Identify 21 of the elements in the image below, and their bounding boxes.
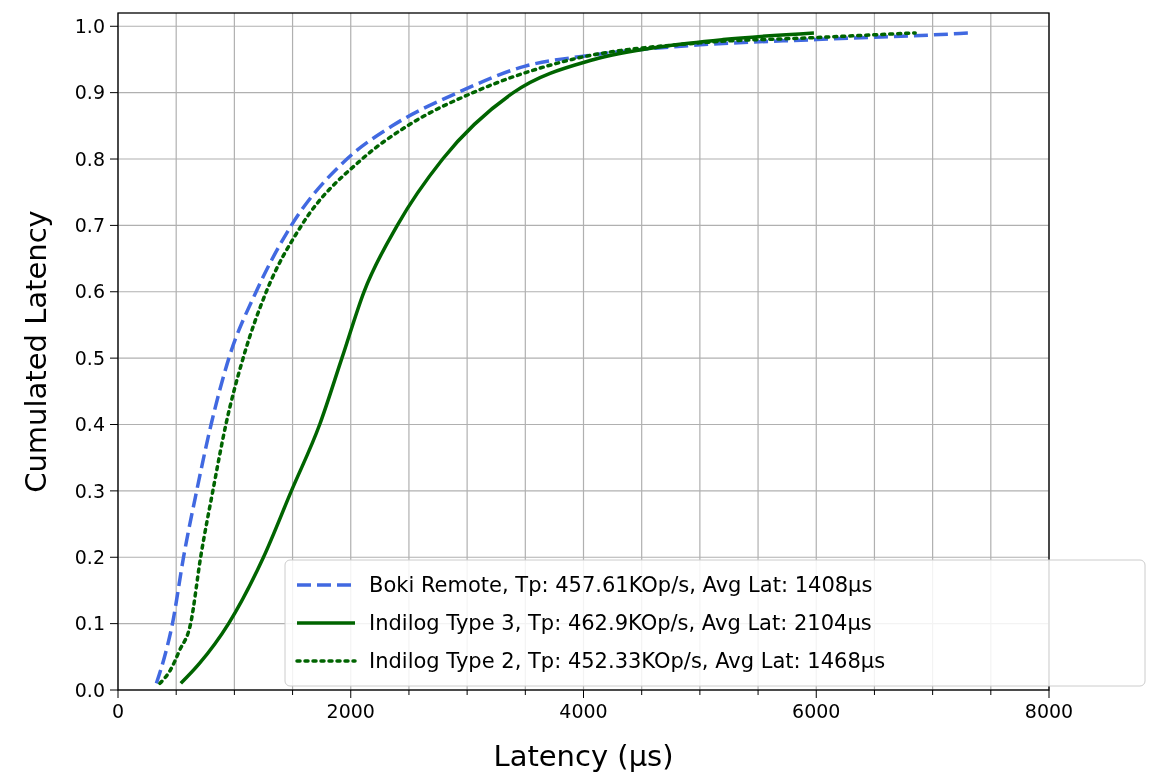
x-tick-label: 8000	[1024, 700, 1074, 722]
y-tick-label: 0.5	[74, 346, 105, 369]
legend-label: Boki Remote, Tp: 457.61KOp/s, Avg Lat: 1408µs	[369, 573, 873, 598]
x-axis-title: Latency (µs)	[493, 739, 674, 773]
x-tick-label: 6000	[792, 700, 841, 722]
y-tick-label: 0.8	[74, 147, 105, 170]
legend-label: Indilog Type 2, Tp: 452.33KOp/s, Avg Lat: 1468µs	[369, 649, 886, 674]
y-tick-label: 0.2	[74, 545, 105, 568]
y-tick-label: 0.3	[74, 479, 105, 502]
x-tick-label: 4000	[559, 700, 608, 722]
y-tick-label: 0.4	[74, 413, 105, 436]
y-tick-label: 0.6	[74, 280, 105, 303]
y-tick-label: 1.0	[74, 14, 105, 37]
y-tick-label: 0.7	[74, 214, 105, 237]
y-tick-label: 0.9	[74, 81, 105, 104]
x-tick-label: 2000	[326, 700, 375, 722]
y-tick-label: 0.0	[74, 678, 105, 701]
y-axis-title: Cumulated Latency	[19, 210, 53, 493]
y-tick-label: 0.1	[74, 612, 105, 635]
x-tick-label: 0	[111, 700, 125, 722]
legend-label: Indilog Type 3, Tp: 462.9KOp/s, Avg Lat: 2104µs	[369, 611, 872, 636]
